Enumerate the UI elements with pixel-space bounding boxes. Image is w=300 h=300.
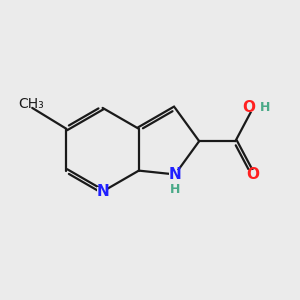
Bar xyxy=(97,187,108,196)
Text: H: H xyxy=(170,183,180,196)
Bar xyxy=(169,170,181,179)
Text: O: O xyxy=(247,167,260,182)
Text: CH₃: CH₃ xyxy=(18,98,44,111)
Bar xyxy=(248,170,259,179)
Text: N: N xyxy=(96,184,109,199)
Text: H: H xyxy=(260,101,270,114)
Text: N: N xyxy=(169,167,182,182)
Bar xyxy=(248,103,259,112)
Text: O: O xyxy=(242,100,255,116)
